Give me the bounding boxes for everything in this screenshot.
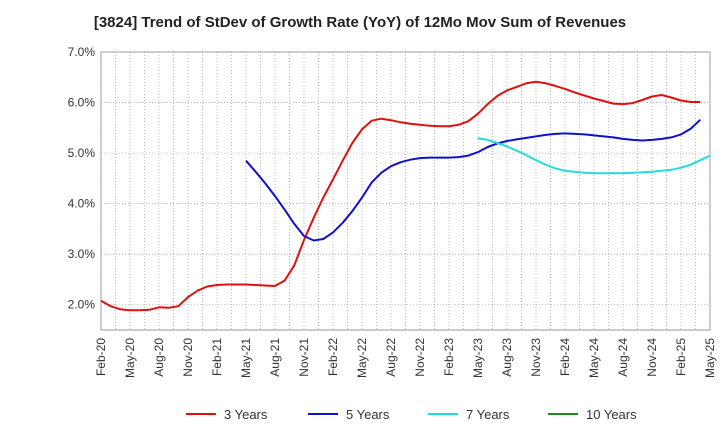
- y-tick-label: 5.0%: [68, 146, 96, 160]
- y-tick-label: 7.0%: [68, 45, 96, 59]
- x-tick-label: Nov-23: [529, 338, 543, 377]
- x-tick-label: Feb-22: [326, 338, 340, 376]
- x-tick-label: Feb-20: [94, 338, 108, 376]
- series-line-3-years: [100, 80, 701, 312]
- legend-label-5-years: 5 Years: [346, 407, 390, 422]
- chart-title: [3824] Trend of StDev of Growth Rate (Yo…: [93, 14, 627, 31]
- x-tick-label: Aug-21: [268, 338, 282, 377]
- x-tick-label: May-22: [355, 338, 369, 378]
- legend-label-3-years: 3 Years: [224, 407, 268, 422]
- series-line-7-years: [477, 137, 711, 175]
- x-tick-label: Feb-21: [210, 338, 224, 376]
- x-axis: Feb-20 May-20 Aug-20 Nov-20 Feb-21 May-21 Aug-…: [94, 338, 717, 378]
- x-tick-label: May-24: [587, 338, 601, 378]
- x-tick-label: Nov-21: [297, 338, 311, 377]
- series-line-5-years: [245, 118, 701, 242]
- x-tick-label: Nov-20: [181, 338, 195, 377]
- x-tick-label: Feb-25: [674, 338, 688, 376]
- y-axis: 2.0% 3.0% 4.0% 5.0% 6.0% 7.0%: [68, 45, 96, 312]
- x-tick-label: May-23: [471, 338, 485, 378]
- series-lines: [100, 80, 711, 312]
- x-tick-label: Feb-24: [558, 338, 572, 376]
- x-tick-label: Aug-23: [500, 338, 514, 377]
- x-tick-label: Nov-24: [645, 338, 659, 377]
- legend-label-10-years: 10 Years: [586, 407, 637, 422]
- x-tick-label: May-25: [703, 338, 717, 378]
- legend: 3 Years 5 Years 7 Years 10 Years: [186, 407, 637, 422]
- x-tick-label: Feb-23: [442, 338, 456, 376]
- x-tick-label: Aug-22: [384, 338, 398, 377]
- x-tick-label: Aug-20: [152, 338, 166, 377]
- legend-label-7-years: 7 Years: [466, 407, 510, 422]
- y-tick-label: 6.0%: [68, 96, 96, 110]
- x-tick-label: May-20: [123, 338, 137, 378]
- x-tick-label: May-21: [239, 338, 253, 378]
- y-tick-label: 4.0%: [68, 197, 96, 211]
- x-tick-label: Nov-22: [413, 338, 427, 377]
- y-tick-label: 2.0%: [68, 298, 96, 312]
- y-tick-label: 3.0%: [68, 247, 96, 261]
- x-tick-label: Aug-24: [616, 338, 630, 377]
